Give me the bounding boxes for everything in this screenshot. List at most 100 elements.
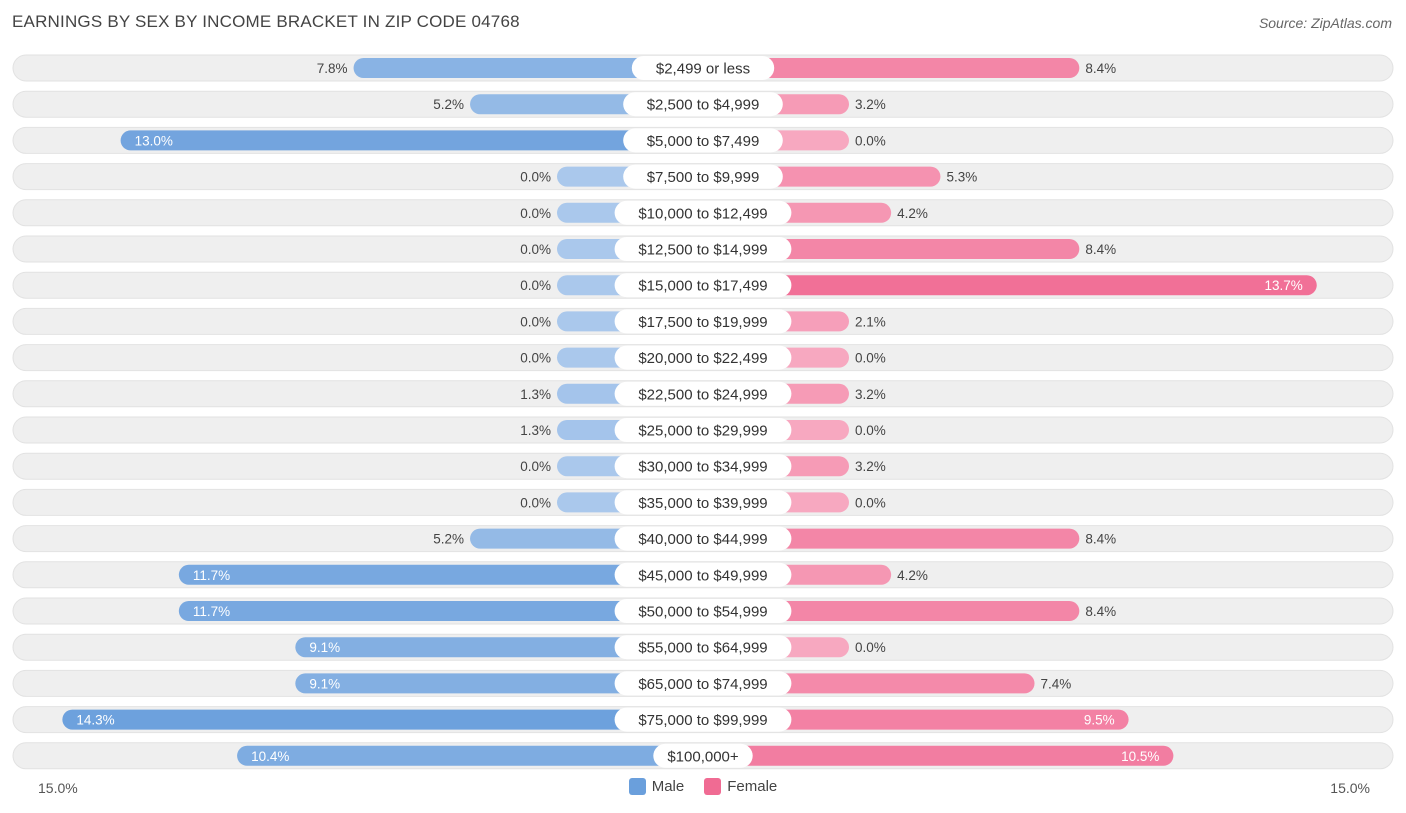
value-label-male: 0.0% (520, 206, 551, 221)
bar-male (178, 601, 704, 621)
value-label-male: 11.7% (193, 568, 230, 583)
value-label-male: 0.0% (520, 495, 551, 510)
category-pill (614, 237, 792, 261)
value-label-female: 5.3% (946, 170, 977, 185)
bar-female (703, 275, 1317, 296)
value-label-female: 8.4% (1085, 532, 1116, 547)
category-pill (614, 707, 792, 732)
value-label-male: 0.0% (520, 278, 551, 293)
value-label-male: 0.0% (520, 459, 551, 474)
legend-item-male: Male (628, 778, 685, 795)
value-label-female: 0.0% (855, 495, 886, 510)
value-label-male: 14.3% (76, 713, 114, 728)
value-label-male: 11.7% (193, 604, 230, 619)
category-label: $75,000 to $99,999 (638, 712, 767, 729)
value-label-female: 3.2% (855, 459, 886, 474)
category-pill (614, 418, 792, 442)
category-label: $10,000 to $12,499 (638, 205, 767, 222)
chart-title: EARNINGS BY SEX BY INCOME BRACKET IN ZIP… (12, 12, 520, 31)
category-pill (614, 562, 792, 587)
value-label-female: 3.2% (855, 97, 886, 112)
value-label-female: 13.7% (1264, 278, 1302, 293)
value-label-female: 4.2% (897, 206, 928, 221)
axis-left-label: 15.0% (38, 780, 78, 796)
category-pill (614, 309, 792, 334)
category-label: $50,000 to $54,999 (638, 604, 767, 621)
value-label-female: 8.4% (1085, 604, 1116, 619)
value-label-female: 4.2% (897, 568, 928, 583)
category-pill (614, 200, 792, 225)
value-label-male: 0.0% (520, 351, 551, 366)
value-label-male: 0.0% (520, 170, 551, 185)
bar-female (703, 601, 1080, 621)
category-pill (614, 454, 792, 479)
category-pill (631, 56, 775, 80)
category-pill (614, 635, 792, 660)
bar-male (178, 564, 704, 585)
category-pill (623, 128, 783, 153)
value-label-female: 8.4% (1085, 61, 1116, 76)
value-label-male: 1.3% (520, 387, 551, 402)
category-pill (623, 92, 783, 117)
value-label-female: 0.0% (855, 351, 886, 366)
bar-male (62, 709, 704, 730)
chart-plot: 7.8% 8.4% $2,499 or less 5.2% 3.2% $2,500 to … (12, 54, 1394, 770)
category-pill (614, 345, 792, 370)
category-label: $65,000 to $74,999 (638, 676, 767, 693)
category-label: $30,000 to $34,999 (638, 459, 767, 476)
value-label-female: 7.4% (1041, 676, 1072, 691)
legend-item-female: Female (704, 778, 777, 795)
category-label: $17,500 to $19,999 (638, 314, 767, 331)
legend-swatch-female (704, 778, 722, 795)
category-label: $40,000 to $44,999 (638, 531, 767, 548)
value-label-male: 13.0% (135, 133, 173, 148)
legend: Male Female (0, 778, 1406, 795)
value-label-male: 9.1% (309, 676, 340, 691)
category-label: $55,000 to $64,999 (638, 640, 767, 657)
category-label: $22,500 to $24,999 (638, 386, 767, 403)
category-label: $5,000 to $7,499 (647, 133, 760, 150)
value-label-female: 3.2% (855, 387, 886, 402)
value-label-male: 1.3% (520, 423, 551, 438)
legend-swatch-male (628, 778, 646, 795)
category-label: $15,000 to $17,499 (638, 278, 767, 295)
bar-female (703, 745, 1174, 766)
bar-male (237, 745, 703, 766)
value-label-female: 9.5% (1084, 713, 1115, 728)
category-pill (614, 273, 792, 298)
bar-male (295, 673, 703, 694)
value-label-male: 0.0% (520, 242, 551, 257)
value-label-female: 8.4% (1085, 242, 1116, 257)
category-pill (653, 743, 753, 768)
value-label-female: 0.0% (855, 640, 886, 655)
legend-label-female: Female (727, 778, 778, 795)
value-label-male: 0.0% (520, 314, 551, 329)
category-label: $45,000 to $49,999 (638, 567, 767, 584)
value-label-male: 5.2% (433, 532, 464, 547)
category-label: $25,000 to $29,999 (638, 423, 767, 440)
category-pill (614, 490, 792, 515)
category-label: $2,499 or less (656, 61, 750, 78)
bar-male (120, 130, 704, 151)
category-label: $20,000 to $22,499 (638, 350, 767, 367)
category-label: $2,500 to $4,999 (647, 97, 760, 114)
value-label-female: 2.1% (855, 314, 886, 329)
bar-female (703, 528, 1080, 549)
value-label-female: 0.0% (855, 133, 886, 148)
bar-male (295, 637, 703, 658)
bar-female (703, 709, 1129, 730)
value-label-female: 0.0% (855, 423, 886, 438)
category-pill (623, 164, 783, 189)
value-label-male: 10.4% (251, 749, 289, 764)
category-pill (614, 526, 792, 551)
bar-female (703, 58, 1080, 78)
category-label: $35,000 to $39,999 (638, 495, 767, 512)
value-label-female: 10.5% (1121, 749, 1159, 764)
category-label: $7,500 to $9,999 (647, 169, 760, 186)
category-pill (614, 381, 792, 406)
legend-label-male: Male (651, 778, 685, 795)
source-credit: Source: ZipAtlas.com (1258, 15, 1392, 31)
category-label: $100,000+ (667, 748, 739, 765)
value-label-male: 5.2% (433, 97, 464, 112)
category-pill (614, 671, 792, 696)
